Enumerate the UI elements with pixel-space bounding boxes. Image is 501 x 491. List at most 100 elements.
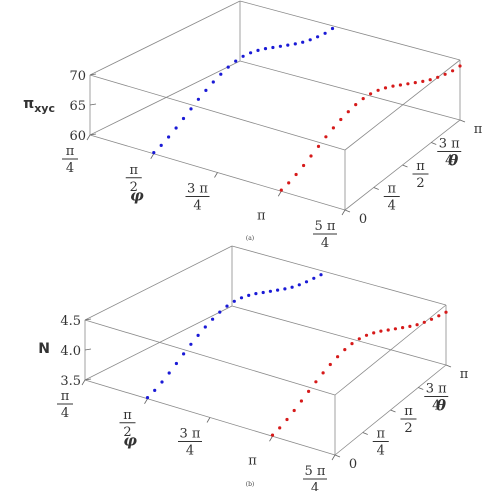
data-point [294, 172, 298, 177]
data-point [398, 83, 402, 87]
data-point [437, 314, 441, 318]
box-edge [89, 60, 241, 136]
y-tick [445, 364, 452, 368]
z-tick-label: 3.5 [60, 374, 81, 389]
y-tick [431, 142, 437, 145]
data-point [283, 287, 287, 291]
data-point [379, 329, 383, 333]
data-point [369, 92, 373, 96]
x-tick-label: π4 [57, 389, 73, 421]
y-tick-label: π4 [372, 427, 389, 459]
x-tick [206, 417, 211, 423]
box-edge [84, 319, 336, 396]
data-point [361, 97, 365, 101]
x-tick-label-numerator: 3 π [180, 427, 201, 442]
data-point [159, 143, 163, 147]
data-point [181, 116, 186, 121]
x-tick [214, 172, 218, 178]
y-tick-label: π [460, 367, 469, 382]
z-tick [84, 378, 92, 381]
z-tick [89, 73, 97, 76]
y-tick [402, 164, 408, 168]
box-edge [84, 245, 233, 321]
data-point [415, 323, 419, 327]
x-axis-label: φ [130, 187, 144, 205]
y-tick-label-denominator: 2 [416, 176, 424, 191]
box-edge [231, 245, 447, 306]
z-tick-label: 4.5 [60, 314, 81, 329]
data-point [350, 342, 354, 346]
data-point [232, 299, 236, 303]
panel-caption: (a) [246, 235, 254, 242]
y-tick-label-denominator: 4 [432, 399, 440, 414]
data-point [290, 285, 294, 289]
x-tick [331, 454, 336, 461]
data-point [203, 325, 207, 329]
data-point [189, 342, 193, 346]
data-point [408, 324, 412, 328]
x-tick-label-denominator: 4 [186, 444, 194, 459]
data-point [268, 289, 272, 293]
y-tick-label-label: π [474, 122, 483, 137]
x-tick-label-numerator: π [61, 389, 70, 404]
data-point [376, 88, 380, 92]
y-tick [334, 454, 341, 458]
y-tick-label-numerator: π [404, 404, 413, 419]
data-point [372, 331, 376, 335]
data-point [218, 310, 222, 314]
x-tick-label-denominator: 4 [321, 236, 329, 251]
data-point [278, 44, 282, 48]
x-tick-label-denominator: 4 [311, 481, 319, 491]
y-tick [344, 209, 351, 213]
data-point [436, 75, 440, 79]
data-point [321, 371, 325, 375]
data-point [297, 283, 301, 287]
data-point [182, 352, 186, 356]
x-tick-label: 5 π4 [303, 464, 327, 491]
data-point [316, 144, 321, 148]
data-point [211, 80, 215, 84]
panel-caption: (b) [246, 481, 255, 488]
series-1 [279, 64, 462, 192]
box-edge [239, 0, 461, 61]
data-point [413, 81, 417, 85]
data-point [304, 280, 309, 284]
data-point [330, 26, 335, 31]
data-point [276, 288, 280, 292]
data-point [270, 433, 275, 437]
y-tick-label-denominator: 2 [404, 421, 412, 436]
y-tick [418, 387, 424, 390]
data-point [204, 88, 208, 92]
x-tick-label-label: π [248, 453, 257, 468]
data-point [324, 135, 328, 139]
data-point [174, 361, 178, 366]
y-tick-label-label: 0 [359, 212, 367, 227]
x-tick-label-denominator: 4 [61, 406, 69, 421]
series-0 [152, 26, 335, 155]
y-tick-label-denominator: 4 [388, 199, 396, 214]
y-tick-label-numerator: π [376, 427, 385, 442]
data-point [219, 72, 223, 76]
y-tick-label-numerator: 3 π [439, 137, 460, 152]
y-tick-label: 3 π4 [437, 137, 462, 169]
y-axis-label: θ [436, 397, 446, 415]
data-point [309, 154, 313, 158]
data-point [174, 126, 178, 130]
data-point [256, 48, 260, 53]
y-tick-label: 3 π4 [424, 382, 449, 414]
y-tick [390, 409, 396, 413]
y-tick-label-denominator: 4 [445, 154, 453, 169]
x-tick-label-numerator: 3 π [187, 182, 208, 197]
z-tick-label: 60 [69, 129, 86, 144]
x-axis-label: φ [123, 432, 137, 450]
data-point [249, 51, 253, 55]
box-edge [231, 305, 447, 366]
y-tick-label: π2 [400, 404, 417, 436]
data-point [153, 388, 157, 392]
x-tick-label-denominator: 2 [123, 425, 131, 440]
x-tick-label-denominator: 4 [66, 161, 74, 176]
z-axis-label: N [38, 341, 50, 357]
data-point [307, 389, 311, 393]
